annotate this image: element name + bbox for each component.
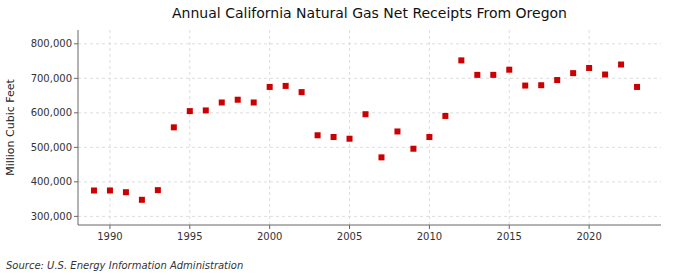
y-tick [74, 216, 78, 217]
point [602, 72, 608, 78]
x-tick [109, 225, 110, 229]
y-tick-label: 800,000 [31, 38, 72, 49]
grid-line-y [78, 78, 661, 79]
x-tick-label: 2020 [576, 231, 601, 242]
y-axis-line [78, 30, 79, 225]
x-tick [189, 225, 190, 229]
point [426, 134, 432, 140]
x-tick-label: 2010 [417, 231, 442, 242]
grid-line-y [78, 216, 661, 217]
grid-line-x [429, 30, 430, 225]
point [235, 97, 241, 103]
axes: 300,000 400,000 500,000 600,000 700,000 800,0… [31, 30, 661, 242]
y-axis-label: Million Cubic Feet [4, 78, 17, 175]
point [203, 107, 209, 113]
x-tick-label: 1990 [97, 231, 122, 242]
x-tick [509, 225, 510, 229]
x-tick-label: 2015 [497, 231, 522, 242]
grid [78, 30, 661, 225]
point [91, 187, 97, 193]
y-tick-label: 600,000 [31, 107, 72, 118]
point [331, 134, 337, 140]
point [107, 187, 113, 193]
chart: 300,000 400,000 500,000 600,000 700,000 800,0… [0, 0, 675, 275]
point [618, 62, 624, 68]
point [410, 146, 416, 152]
grid-line-y [78, 181, 661, 182]
point [139, 197, 145, 203]
point [363, 111, 369, 117]
points [91, 57, 640, 202]
point [634, 84, 640, 90]
point [442, 113, 448, 119]
x-tick-label: 2000 [257, 231, 282, 242]
point [251, 99, 257, 105]
y-tick-label: 500,000 [31, 142, 72, 153]
point [123, 189, 129, 195]
y-tick [74, 43, 78, 44]
x-tick-label: 2005 [337, 231, 362, 242]
grid-line-x [269, 30, 270, 225]
point [187, 108, 193, 114]
x-tick [269, 225, 270, 229]
point [490, 72, 496, 78]
x-tick [349, 225, 350, 229]
point [554, 77, 560, 83]
grid-line-x [509, 30, 510, 225]
y-tick-label: 700,000 [31, 73, 72, 84]
grid-line-x [349, 30, 350, 225]
x-tick [589, 225, 590, 229]
point [283, 83, 289, 89]
grid-line-x [189, 30, 190, 225]
point [538, 82, 544, 88]
y-tick [74, 112, 78, 113]
x-tick [429, 225, 430, 229]
point [522, 83, 528, 89]
point [171, 124, 177, 130]
y-tick-label: 400,000 [31, 176, 72, 187]
point [506, 67, 512, 73]
y-tick [74, 181, 78, 182]
point [299, 89, 305, 95]
title: Annual California Natural Gas Net Receip… [172, 5, 567, 21]
point [315, 132, 321, 138]
point [267, 84, 273, 90]
grid-line-x [589, 30, 590, 225]
grid-line-x [109, 30, 110, 225]
grid-line-y [78, 112, 661, 113]
point [474, 72, 480, 78]
point [219, 99, 225, 105]
x-axis-line [78, 225, 661, 226]
point [586, 65, 592, 71]
x-tick-label: 1995 [177, 231, 202, 242]
point [347, 136, 353, 142]
y-tick [74, 78, 78, 79]
point [378, 154, 384, 160]
source-note: Source: U.S. Energy Information Administ… [6, 260, 243, 271]
y-tick-label: 300,000 [31, 211, 72, 222]
y-tick [74, 147, 78, 148]
point [458, 57, 464, 63]
point [394, 128, 400, 134]
point [155, 187, 161, 193]
grid-line-y [78, 43, 661, 44]
point [570, 70, 576, 76]
grid-line-y [78, 147, 661, 148]
